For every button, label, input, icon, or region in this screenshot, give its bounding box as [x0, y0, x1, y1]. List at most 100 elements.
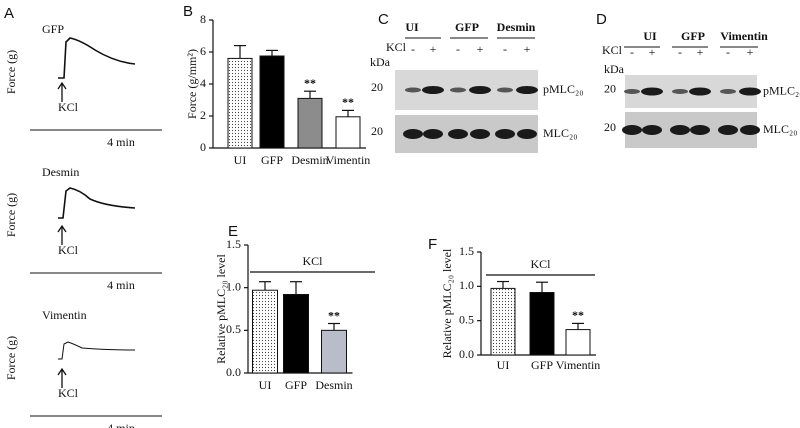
- band: [740, 125, 760, 135]
- force-trace: [58, 341, 136, 360]
- sign: +: [649, 45, 656, 59]
- panel-letter: A: [4, 5, 14, 22]
- significance: **: [304, 76, 316, 90]
- stimulus-label: KCl: [58, 243, 79, 257]
- unit-label: kDa: [604, 62, 625, 76]
- bar: [565, 329, 591, 356]
- y-tick-label: 1.0: [459, 278, 474, 292]
- lane-group: GFP: [455, 20, 479, 34]
- treatment-label: KCl: [602, 43, 623, 57]
- band: [516, 86, 538, 94]
- y-axis-label: Force (g/mm²): [185, 49, 199, 119]
- panel-letter: B: [183, 3, 193, 20]
- y-tick-label: 8: [200, 12, 206, 26]
- sign: -: [726, 45, 730, 59]
- band-label: MLC₂₀: [543, 126, 577, 140]
- band: [689, 87, 711, 96]
- bar: [321, 329, 347, 374]
- sign: -: [630, 45, 634, 59]
- x-tick-label: UI: [497, 358, 510, 372]
- bracket-label: KCl: [530, 257, 551, 271]
- band: [405, 87, 421, 93]
- bar: [529, 292, 555, 356]
- band: [672, 89, 688, 94]
- y-tick-label: 0.0: [226, 365, 241, 379]
- bar: [283, 293, 309, 374]
- sign: -: [411, 42, 415, 56]
- arrow: [57, 367, 67, 388]
- x-tick-label: GFP: [261, 153, 283, 167]
- marker: 20: [371, 80, 383, 94]
- sign: -: [503, 42, 507, 56]
- band: [495, 129, 515, 139]
- band-label: pMLC₂₀: [543, 82, 583, 96]
- y-tick-label: 0.5: [226, 322, 241, 336]
- stimulus-label: KCl: [58, 386, 79, 400]
- panel-letter: C: [378, 11, 389, 28]
- arrow: [57, 81, 67, 102]
- sign: -: [678, 45, 682, 59]
- band: [469, 86, 491, 94]
- x-tick-label: Desmin: [291, 153, 328, 167]
- bar: [227, 57, 253, 149]
- sign: +: [477, 42, 484, 56]
- y-tick-label: 1.5: [226, 237, 241, 251]
- x-tick-label: UI: [234, 153, 247, 167]
- lane-group: UI: [643, 29, 657, 43]
- lane-group: Desmin: [497, 20, 536, 34]
- lane-group: Vimentin: [720, 29, 768, 43]
- treatment-label: KCl: [386, 40, 407, 54]
- y-tick-label: 4: [200, 76, 206, 90]
- band: [470, 129, 490, 139]
- scale-label: 4 min: [107, 421, 135, 428]
- band: [423, 129, 443, 139]
- y-tick-label: 0.0: [459, 347, 474, 361]
- sign: -: [456, 42, 460, 56]
- y-tick-label: 6: [200, 44, 206, 58]
- x-tick-label: GFP: [285, 378, 307, 392]
- panel-letter: F: [428, 236, 437, 253]
- bar: [252, 289, 278, 374]
- marker: 20: [604, 81, 616, 95]
- lane-group: GFP: [681, 29, 705, 43]
- band: [718, 125, 738, 135]
- bar: [490, 287, 516, 356]
- arrow: [57, 224, 67, 245]
- stimulus-label: KCl: [58, 100, 79, 114]
- x-tick-label: GFP: [531, 358, 553, 372]
- y-tick-label: 1.0: [226, 279, 241, 293]
- trace-ylabel: Force (g): [4, 193, 18, 237]
- band-label: pMLC₂₀: [763, 83, 800, 97]
- y-tick-label: 1.5: [459, 244, 474, 258]
- bar: [259, 55, 285, 149]
- trace-name: Desmin: [42, 165, 79, 179]
- band: [720, 89, 736, 94]
- y-axis-label: Relative pMLC₂₀ level: [214, 254, 228, 364]
- panel-letter: E: [228, 223, 238, 240]
- sign: +: [524, 42, 531, 56]
- x-tick-label: Vimentin: [326, 153, 371, 167]
- panel-letter: D: [596, 11, 607, 28]
- y-tick-label: 0.5: [459, 312, 474, 326]
- trace-name: GFP: [42, 22, 64, 36]
- force-trace: [58, 187, 136, 219]
- y-tick-label: 0: [200, 140, 206, 154]
- unit-label: kDa: [370, 55, 391, 69]
- sign: +: [697, 45, 704, 59]
- lane-group: UI: [405, 20, 419, 34]
- trace-ylabel: Force (g): [4, 336, 18, 380]
- band: [497, 87, 513, 93]
- scale-label: 4 min: [107, 135, 135, 149]
- band: [422, 86, 444, 94]
- x-tick-label: UI: [259, 378, 272, 392]
- x-tick-label: Desmin: [315, 378, 352, 392]
- band: [517, 129, 537, 139]
- scale-label: 4 min: [107, 278, 135, 292]
- bar: [297, 97, 323, 149]
- band: [739, 87, 761, 96]
- sign: +: [747, 45, 754, 59]
- y-axis-label: Relative pMLC₂₀ level: [440, 248, 454, 358]
- band: [642, 125, 662, 135]
- band: [624, 89, 640, 94]
